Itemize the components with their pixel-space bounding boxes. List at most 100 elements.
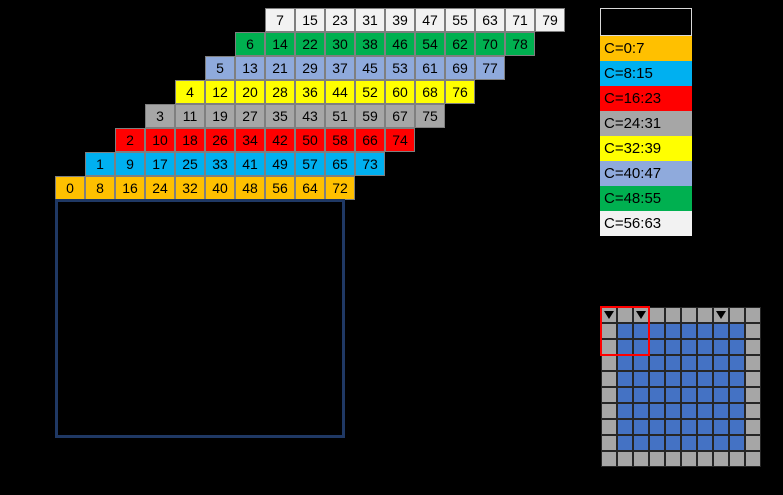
grid-cell: 51	[325, 104, 355, 128]
grid-cell: 18	[175, 128, 205, 152]
grid-cell: 64	[295, 176, 325, 200]
grid-cell: 39	[385, 8, 415, 32]
legend-header-box	[600, 8, 692, 36]
mini-grid-cell	[617, 371, 633, 387]
grid-cell: 71	[505, 8, 535, 32]
grid-cell: 40	[205, 176, 235, 200]
mini-grid-cell	[633, 387, 649, 403]
grid-cell: 8	[85, 176, 115, 200]
mini-grid-cell	[601, 323, 617, 339]
grid-cell: 63	[475, 8, 505, 32]
grid-cell: 21	[265, 56, 295, 80]
grid-cell: 36	[295, 80, 325, 104]
grid-cell: 72	[325, 176, 355, 200]
legend-entry: C=32:39	[600, 136, 692, 161]
mini-grid-row	[601, 323, 761, 339]
grid-cell: 20	[235, 80, 265, 104]
mini-grid-cell	[601, 451, 617, 467]
mini-grid-cell	[649, 339, 665, 355]
color-legend: C=0:7 C=8:15 C=16:23 C=24:31 C=32:39 C=40:47 C…	[600, 8, 692, 236]
grid-cell: 1	[85, 152, 115, 176]
mini-grid-cell	[649, 451, 665, 467]
mini-grid-cell	[649, 307, 665, 323]
row-c56-63: 7 15 23 31 39 47 55 63 71 79	[265, 8, 565, 32]
legend-entry: C=40:47	[600, 161, 692, 186]
mini-grid-cell	[745, 451, 761, 467]
mini-grid-cell	[649, 403, 665, 419]
grid-cell: 38	[355, 32, 385, 56]
mini-grid-cell	[713, 339, 729, 355]
mini-grid-cell	[665, 355, 681, 371]
mini-grid-cell	[745, 403, 761, 419]
grid-cell: 78	[505, 32, 535, 56]
mini-grid-cell	[745, 419, 761, 435]
mini-grid-cell	[665, 371, 681, 387]
row-c24-31: 3 11 19 27 35 43 51 59 67 75	[145, 104, 445, 128]
grid-cell: 13	[235, 56, 265, 80]
grid-cell: 35	[265, 104, 295, 128]
mini-grid-cell	[729, 371, 745, 387]
mini-grid-row	[601, 387, 761, 403]
mini-grid-cell	[601, 435, 617, 451]
legend-entry: C=56:63	[600, 211, 692, 236]
grid-cell: 16	[115, 176, 145, 200]
grid-cell: 17	[145, 152, 175, 176]
legend-entry: C=8:15	[600, 61, 692, 86]
mini-grid-cell	[633, 323, 649, 339]
mini-grid-cell	[633, 339, 649, 355]
mini-grid-cell	[665, 307, 681, 323]
grid-cell: 12	[205, 80, 235, 104]
grid-cell: 62	[445, 32, 475, 56]
mini-grid-cell	[681, 419, 697, 435]
mini-grid-row	[601, 355, 761, 371]
grid-cell: 30	[325, 32, 355, 56]
row-c8-15: 1 9 17 25 33 41 49 57 65 73	[85, 152, 385, 176]
mini-grid-cell	[745, 387, 761, 403]
legend-entry: C=16:23	[600, 86, 692, 111]
grid-cell: 46	[385, 32, 415, 56]
grid-cell: 56	[265, 176, 295, 200]
mini-grid-cell	[681, 435, 697, 451]
legend-entry-list: C=0:7 C=8:15 C=16:23 C=24:31 C=32:39 C=40:47 C…	[600, 36, 692, 236]
grid-cell: 53	[385, 56, 415, 80]
mini-grid-cell	[697, 403, 713, 419]
mini-grid-cell	[617, 403, 633, 419]
mini-grid-cell	[649, 371, 665, 387]
mini-grid-cell	[713, 307, 729, 323]
mini-grid-cell	[681, 451, 697, 467]
mini-grid-cell	[729, 323, 745, 339]
mini-grid-cell	[649, 419, 665, 435]
legend-entry: C=24:31	[600, 111, 692, 136]
mini-grid-cell	[713, 323, 729, 339]
grid-cell: 57	[295, 152, 325, 176]
grid-cell: 9	[115, 152, 145, 176]
mini-grid-row	[601, 339, 761, 355]
grid-cell: 28	[265, 80, 295, 104]
mini-grid-row	[601, 403, 761, 419]
down-arrow-icon	[604, 311, 614, 319]
mini-grid-cell	[713, 451, 729, 467]
mini-grid-cell	[665, 339, 681, 355]
mini-grid-cell	[665, 419, 681, 435]
grid-cell: 60	[385, 80, 415, 104]
mini-grid-cell	[713, 371, 729, 387]
mini-grid-cell	[745, 323, 761, 339]
grid-cell: 79	[535, 8, 565, 32]
grid-cell: 3	[145, 104, 175, 128]
mini-grid-cell	[745, 339, 761, 355]
grid-cell: 2	[115, 128, 145, 152]
grid-cell: 27	[235, 104, 265, 128]
mini-grid-cell	[649, 435, 665, 451]
mini-grid-row	[601, 371, 761, 387]
mini-grid-cell	[697, 387, 713, 403]
grid-cell: 31	[355, 8, 385, 32]
grid-cell: 49	[265, 152, 295, 176]
mini-grid-cell	[601, 355, 617, 371]
mini-grid-cell	[617, 451, 633, 467]
grid-cell: 76	[445, 80, 475, 104]
grid-cell: 77	[475, 56, 505, 80]
mini-grid-cell	[729, 451, 745, 467]
grid-cell: 5	[205, 56, 235, 80]
grid-cell: 10	[145, 128, 175, 152]
mini-grid-cell	[601, 419, 617, 435]
